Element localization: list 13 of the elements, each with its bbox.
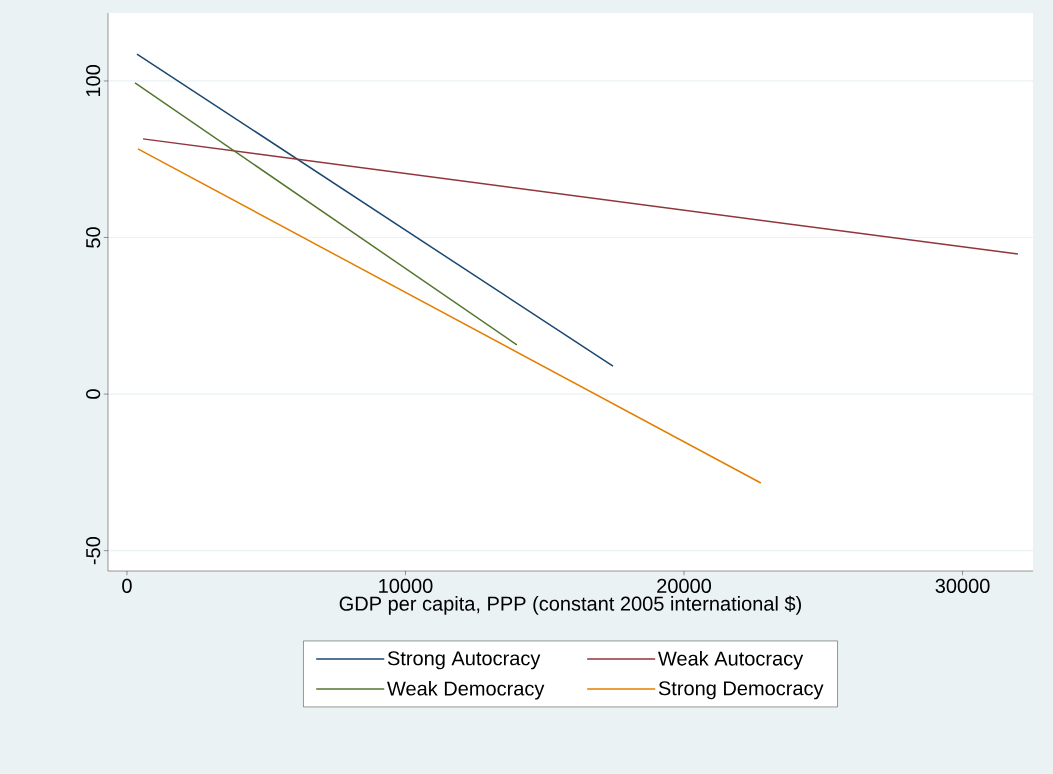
x-axis-title: GDP per capita, PPP (constant 2005 international $) xyxy=(339,595,801,615)
y-tick-label: 100 xyxy=(86,65,101,97)
legend-label: Strong Autocracy xyxy=(387,651,541,670)
x-tick-label: 0 xyxy=(122,578,132,593)
x-tick-label: 10000 xyxy=(379,578,433,593)
y-tick-label: 0 xyxy=(86,389,101,399)
x-tick-label: 30000 xyxy=(935,578,990,593)
legend-label: Weak Democracy xyxy=(387,680,545,700)
legend-label: Weak Autocracy xyxy=(658,650,804,670)
y-tick-label: 50 xyxy=(86,227,101,248)
x-tick-label: 20000 xyxy=(657,578,712,593)
legend-label: Strong Democracy xyxy=(658,681,824,700)
y-tick-label: -50 xyxy=(86,536,101,565)
